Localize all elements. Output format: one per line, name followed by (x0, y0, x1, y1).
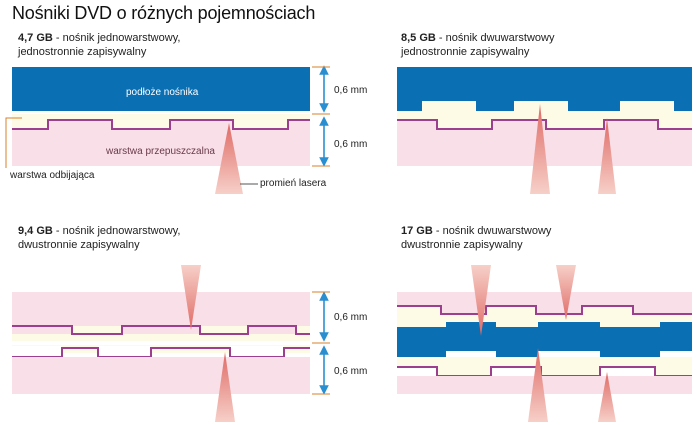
reflective-layer-label: warstwa odbijająca (10, 170, 95, 181)
caption-17gb-line1: - nośnik dwuwarstwowy (432, 225, 552, 237)
upper-substrate (397, 322, 692, 345)
caption-9-4gb: 9,4 GB - nośnik jednowarstwowy, dwustron… (18, 224, 180, 252)
lower-cream-1 (397, 357, 692, 376)
capacity-9-4gb: 9,4 GB (18, 225, 53, 237)
caption-8-5gb-line1: - nośnik dwuwarstwowy (435, 32, 555, 44)
laser-beam-top (471, 265, 491, 336)
laser-label: promień lasera (260, 178, 327, 189)
upper-cream-1 (397, 306, 692, 327)
laser-beam (598, 118, 616, 194)
caption-4-7gb-line1: - nośnik jednowarstwowy, (52, 32, 181, 44)
panel-8-5gb (397, 67, 692, 194)
lower-substrate (397, 345, 692, 357)
caption-17gb-line2: dwustronnie zapisywalny (401, 239, 523, 251)
laser-beam-bottom (598, 372, 616, 422)
caption-9-4gb-line1: - nośnik jednowarstwowy, (52, 225, 181, 237)
capacity-17gb: 17 GB (401, 225, 433, 237)
lower-track (12, 347, 310, 358)
panel-9-4gb (12, 265, 330, 422)
substrate-layer (12, 67, 310, 111)
thickness-label-4: 0,6 mm (334, 366, 368, 377)
upper-transmissive-layer (12, 292, 310, 334)
thickness-label-2: 0,6 mm (334, 139, 368, 150)
upper-track (12, 325, 310, 335)
thickness-label-3: 0,6 mm (334, 312, 368, 323)
lower-transmissive-layer (397, 376, 692, 394)
thickness-label-1: 0,6 mm (334, 85, 368, 96)
substrate-label: podłoże nośnika (126, 87, 199, 98)
first-data-layer (397, 101, 692, 118)
caption-4-7gb-line2: jednostronnie zapisywalny (18, 46, 147, 58)
reflective-leader (5, 117, 22, 168)
laser-beam-top (181, 265, 201, 330)
laser-beam-bottom (215, 352, 235, 422)
data-layer-cream (12, 114, 310, 129)
second-data-layer (397, 118, 692, 129)
capacity-4-7gb: 4,7 GB (18, 32, 53, 44)
caption-8-5gb: 8,5 GB - nośnik dwuwarstwowy jednostronn… (401, 31, 554, 59)
laser-beam-top (556, 265, 576, 320)
capacity-8-5gb: 8,5 GB (401, 32, 436, 44)
laser-beam (215, 123, 243, 194)
page-title: Nośniki DVD o różnych pojemnościach (12, 3, 316, 23)
laser-beam (530, 104, 550, 194)
upper-track-1 (397, 305, 692, 315)
caption-4-7gb: 4,7 GB - nośnik jednowarstwowy, jednostr… (18, 31, 180, 59)
upper-data-layer (12, 326, 310, 341)
reflective-track (397, 119, 692, 130)
transmissive-layer-label: warstwa przepuszczalna (106, 146, 215, 157)
caption-9-4gb-line2: dwustronnie zapisywalny (18, 239, 140, 251)
reflective-track (12, 119, 310, 130)
lower-transmissive-layer (12, 357, 310, 394)
caption-17gb: 17 GB - nośnik dwuwarstwowy dwustronnie … (401, 224, 551, 252)
laser-beam-bottom (528, 348, 548, 422)
caption-8-5gb-line2: jednostronnie zapisywalny (401, 46, 530, 58)
panel-4-7gb (5, 65, 330, 194)
panel-17gb (397, 265, 692, 422)
